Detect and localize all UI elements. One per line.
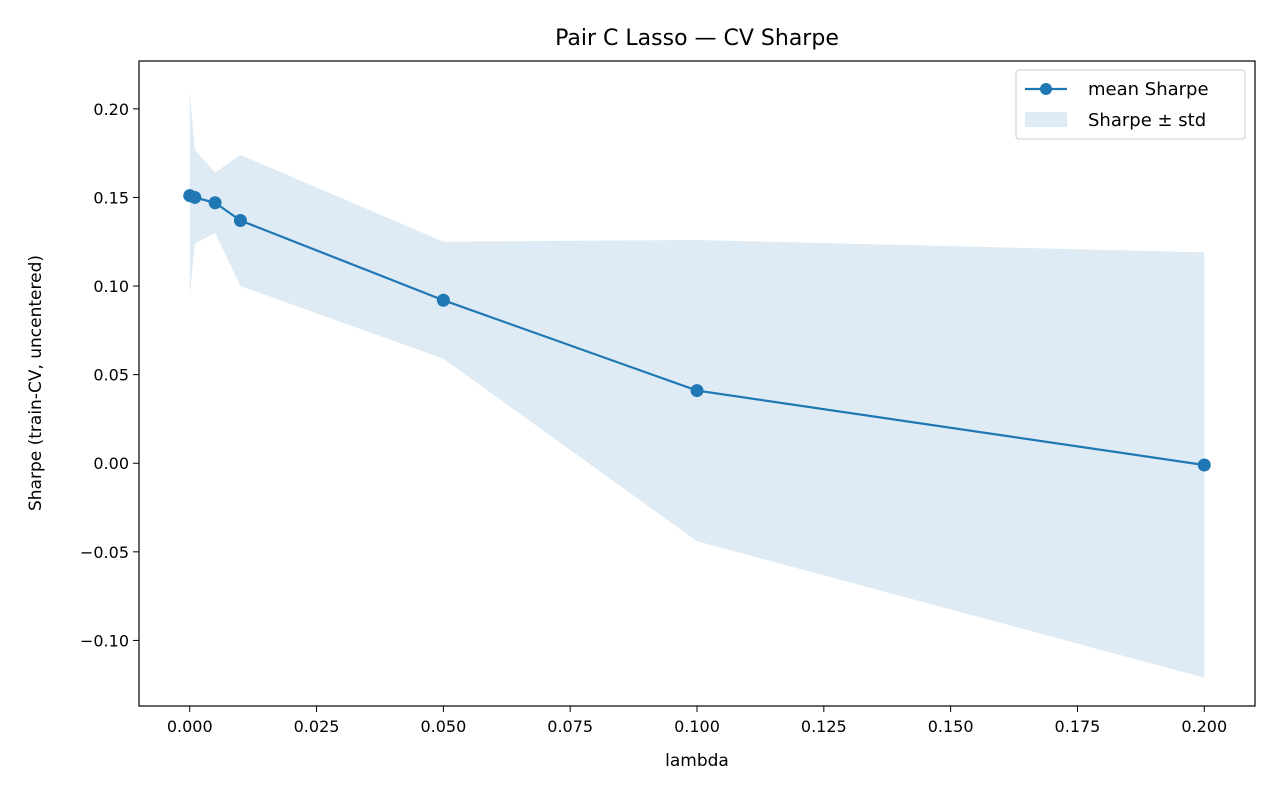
data-point (208, 196, 222, 210)
x-tick-label: 0.200 (1181, 717, 1227, 736)
x-tick-label: 0.150 (928, 717, 974, 736)
legend-label-mean-sharpe: mean Sharpe (1088, 79, 1209, 100)
y-tick-label: −0.05 (80, 543, 129, 562)
x-tick-label: 0.175 (1055, 717, 1101, 736)
data-point (233, 213, 247, 227)
y-tick-label: 0.15 (93, 188, 129, 207)
x-tick-label: 0.025 (294, 717, 340, 736)
x-axis-ticks: 0.000 0.025 0.050 0.075 0.100 0.125 0.150 0.175… (167, 706, 1227, 736)
y-tick-label: 0.20 (93, 100, 129, 119)
data-point (436, 293, 450, 307)
legend-label-sharpe-std: Sharpe ± std (1088, 110, 1206, 131)
x-tick-label: 0.050 (420, 717, 466, 736)
y-tick-label: 0.10 (93, 277, 129, 296)
y-axis-ticks: −0.10 −0.05 0.00 0.05 0.10 0.15 0.20 (80, 100, 139, 650)
legend-marker-swatch (1040, 83, 1052, 95)
y-tick-label: 0.00 (93, 454, 129, 473)
y-tick-label: −0.10 (80, 631, 129, 650)
x-tick-label: 0.000 (167, 717, 213, 736)
plot-area (183, 91, 1211, 678)
x-tick-label: 0.075 (547, 717, 593, 736)
chart-title: Pair C Lasso — CV Sharpe (555, 26, 839, 51)
legend-band-swatch (1025, 112, 1067, 127)
legend-box (1015, 69, 1246, 140)
data-point (188, 190, 202, 204)
x-axis-label: lambda (665, 751, 729, 771)
x-tick-label: 0.125 (801, 717, 847, 736)
legend: mean Sharpe Sharpe ± std (1015, 69, 1246, 140)
y-tick-label: 0.05 (93, 366, 129, 385)
data-point (690, 384, 704, 398)
y-axis-label: Sharpe (train-CV, uncentered) (26, 255, 46, 511)
x-tick-label: 0.100 (674, 717, 720, 736)
data-point (1197, 458, 1211, 472)
